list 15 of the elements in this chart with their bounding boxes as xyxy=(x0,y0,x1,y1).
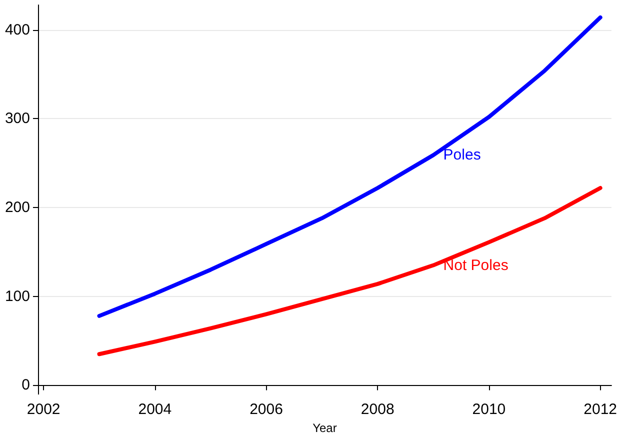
y-tick-label: 100 xyxy=(4,288,30,305)
x-tick-label: 2010 xyxy=(472,401,506,418)
series-label: Poles xyxy=(443,146,481,164)
x-tick-label: 2006 xyxy=(250,401,283,418)
x-tick-label: 2004 xyxy=(138,401,172,418)
y-tick-label: 0 xyxy=(22,376,30,394)
y-tick-label: 300 xyxy=(4,110,30,128)
x-tick-label: 2008 xyxy=(360,401,394,418)
y-tick-label: 200 xyxy=(4,199,30,216)
y-tick-label: 400 xyxy=(4,21,30,38)
x-tick-label: 2012 xyxy=(584,401,618,418)
x-tick-label: 2002 xyxy=(26,401,60,418)
line-series xyxy=(97,186,602,356)
x-axis-title: Year xyxy=(312,421,337,435)
line-series xyxy=(97,15,602,318)
